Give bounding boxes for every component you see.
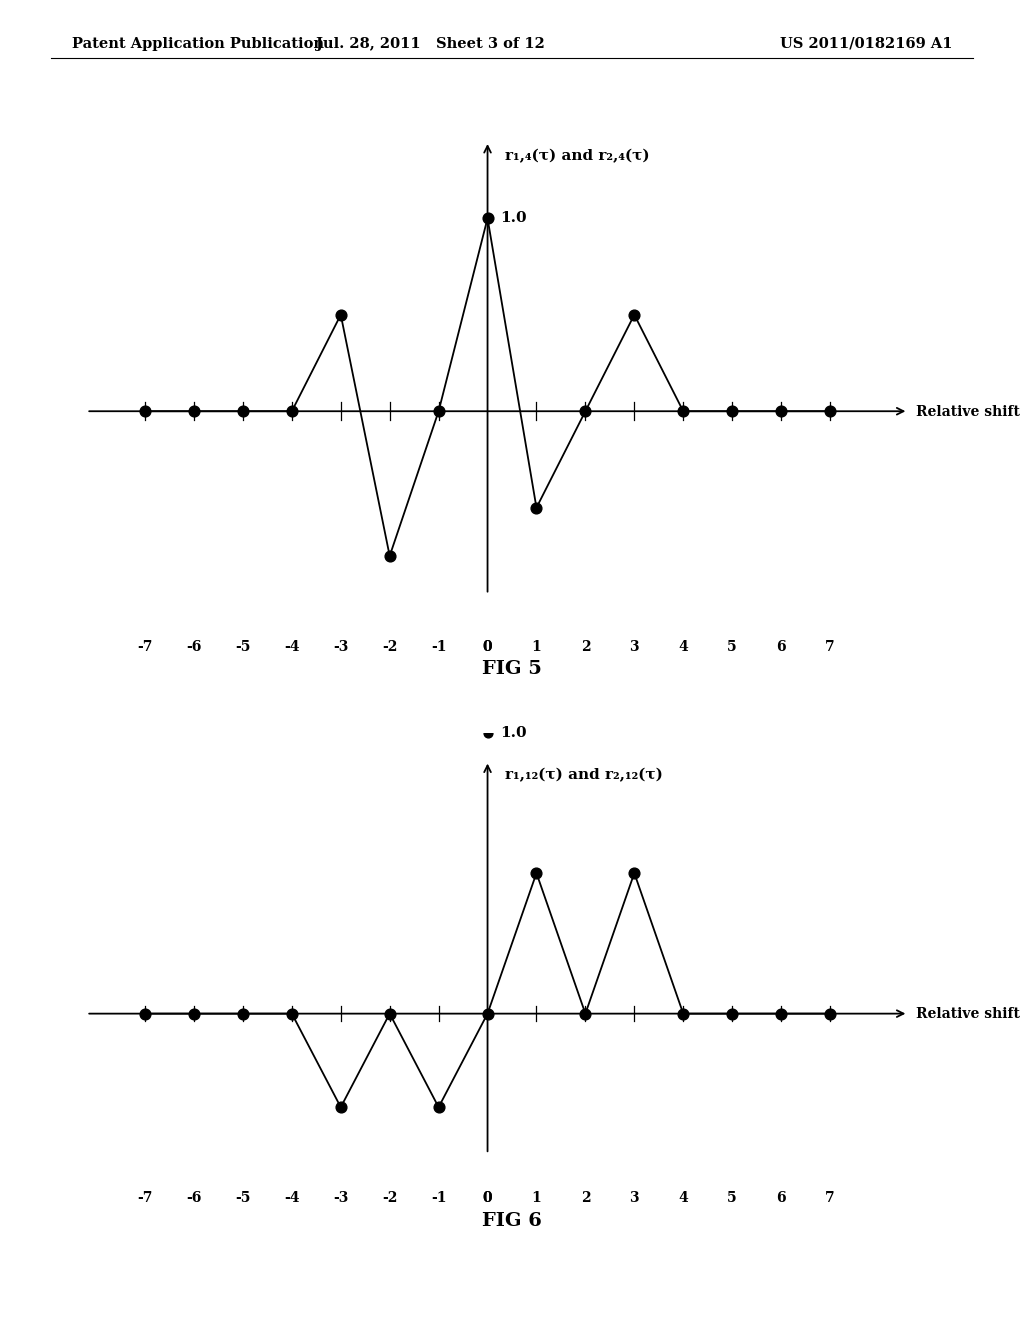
Text: 4: 4 bbox=[678, 1191, 688, 1205]
Text: Jul. 28, 2011   Sheet 3 of 12: Jul. 28, 2011 Sheet 3 of 12 bbox=[315, 37, 545, 51]
Text: -6: -6 bbox=[186, 640, 202, 655]
Text: 1: 1 bbox=[531, 640, 542, 655]
Text: -3: -3 bbox=[333, 1191, 348, 1205]
Point bbox=[479, 1003, 496, 1024]
Point bbox=[137, 401, 154, 422]
Point bbox=[724, 401, 740, 422]
Text: r₁,₁₂(τ) and r₂,₁₂(τ): r₁,₁₂(τ) and r₂,₁₂(τ) bbox=[505, 768, 663, 783]
Text: 6: 6 bbox=[776, 640, 785, 655]
Text: 1.0: 1.0 bbox=[500, 726, 526, 739]
Text: FIG 6: FIG 6 bbox=[482, 1212, 542, 1230]
Point bbox=[137, 1003, 154, 1024]
Point bbox=[234, 1003, 251, 1024]
Text: -7: -7 bbox=[137, 640, 153, 655]
Text: 5: 5 bbox=[727, 640, 737, 655]
Point bbox=[284, 401, 300, 422]
Point bbox=[822, 401, 839, 422]
Point bbox=[528, 862, 545, 883]
Text: 0: 0 bbox=[482, 1191, 493, 1205]
Text: FIG 5: FIG 5 bbox=[482, 660, 542, 678]
Point bbox=[284, 1003, 300, 1024]
Text: 3: 3 bbox=[630, 1191, 639, 1205]
Text: Relative shift τ: Relative shift τ bbox=[915, 1007, 1024, 1020]
Text: 2: 2 bbox=[581, 1191, 590, 1205]
Point bbox=[626, 862, 642, 883]
Text: 3: 3 bbox=[630, 640, 639, 655]
Text: -3: -3 bbox=[333, 640, 348, 655]
Text: -6: -6 bbox=[186, 1191, 202, 1205]
Point bbox=[185, 1003, 202, 1024]
Text: 6: 6 bbox=[776, 1191, 785, 1205]
Text: 2: 2 bbox=[581, 640, 590, 655]
Text: -1: -1 bbox=[431, 1191, 446, 1205]
Point bbox=[333, 304, 349, 325]
Text: -1: -1 bbox=[431, 640, 446, 655]
Text: 4: 4 bbox=[678, 640, 688, 655]
Point bbox=[578, 401, 594, 422]
Point bbox=[430, 401, 446, 422]
Point bbox=[773, 401, 790, 422]
Text: Patent Application Publication: Patent Application Publication bbox=[72, 37, 324, 51]
Point bbox=[430, 1097, 446, 1118]
Text: -5: -5 bbox=[236, 1191, 251, 1205]
Text: 0: 0 bbox=[482, 1191, 493, 1205]
Point bbox=[185, 401, 202, 422]
Text: US 2011/0182169 A1: US 2011/0182169 A1 bbox=[780, 37, 952, 51]
Text: 7: 7 bbox=[825, 1191, 835, 1205]
Point bbox=[382, 545, 398, 566]
Text: -2: -2 bbox=[382, 1191, 397, 1205]
Point bbox=[578, 1003, 594, 1024]
Text: 1.0: 1.0 bbox=[500, 211, 526, 226]
Text: 1: 1 bbox=[531, 1191, 542, 1205]
Point bbox=[479, 722, 496, 743]
Text: -5: -5 bbox=[236, 640, 251, 655]
Point bbox=[626, 304, 642, 325]
Text: -2: -2 bbox=[382, 640, 397, 655]
Text: 0: 0 bbox=[482, 640, 493, 655]
Text: r₁,₄(τ) and r₂,₄(τ): r₁,₄(τ) and r₂,₄(τ) bbox=[505, 149, 649, 164]
Point bbox=[234, 401, 251, 422]
Point bbox=[773, 1003, 790, 1024]
Point bbox=[724, 1003, 740, 1024]
Text: Relative shift τ: Relative shift τ bbox=[915, 404, 1024, 418]
Point bbox=[822, 1003, 839, 1024]
Point bbox=[479, 207, 496, 228]
Point bbox=[675, 1003, 691, 1024]
Point bbox=[479, 207, 496, 228]
Text: -4: -4 bbox=[284, 1191, 300, 1205]
Point bbox=[675, 401, 691, 422]
Point bbox=[333, 1097, 349, 1118]
Point bbox=[528, 498, 545, 519]
Text: 7: 7 bbox=[825, 640, 835, 655]
Text: 5: 5 bbox=[727, 1191, 737, 1205]
Text: 0: 0 bbox=[482, 640, 493, 655]
Text: -7: -7 bbox=[137, 1191, 153, 1205]
Point bbox=[382, 1003, 398, 1024]
Text: -4: -4 bbox=[284, 640, 300, 655]
